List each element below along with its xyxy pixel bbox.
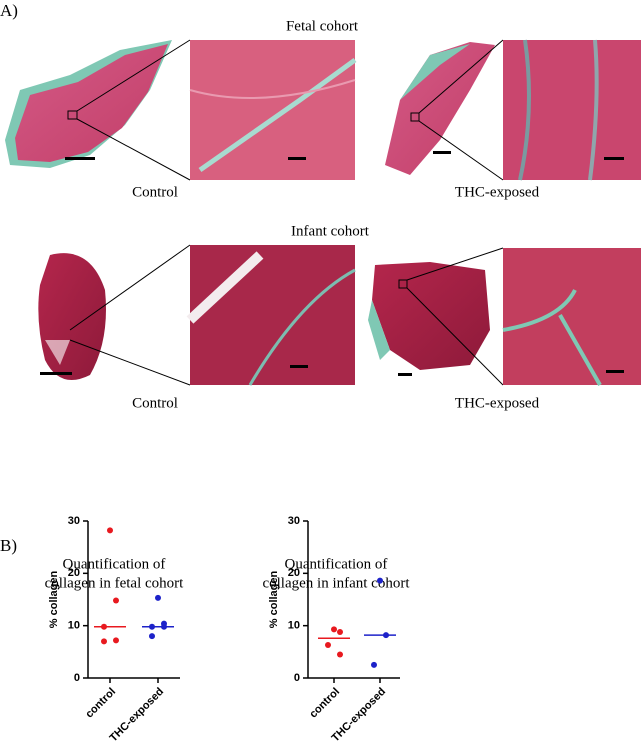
y-tick-label: 20 bbox=[288, 567, 300, 579]
data-point bbox=[113, 637, 119, 644]
micrograph bbox=[38, 244, 356, 386]
micrograph bbox=[5, 39, 357, 181]
y-tick-label: 0 bbox=[294, 672, 300, 684]
micrograph bbox=[385, 39, 641, 181]
y-tick-label: 30 bbox=[288, 515, 300, 527]
data-point bbox=[149, 623, 155, 630]
y-axis-label: % collagen bbox=[268, 570, 280, 628]
y-tick-label: 0 bbox=[74, 672, 80, 684]
caption: THC-exposed bbox=[455, 184, 540, 200]
data-point bbox=[337, 651, 343, 658]
panel-label: A) bbox=[0, 1, 18, 20]
data-point bbox=[155, 594, 161, 601]
data-point bbox=[337, 628, 343, 635]
chart-title: Quantification of bbox=[285, 556, 388, 572]
data-point bbox=[101, 623, 107, 630]
micrograph bbox=[368, 247, 641, 386]
chart-title: collagen in infant cohort bbox=[262, 575, 410, 591]
y-tick-label: 10 bbox=[288, 620, 300, 632]
y-axis-label: % collagen bbox=[48, 570, 60, 628]
caption: Control bbox=[132, 395, 178, 411]
data-point bbox=[383, 632, 389, 639]
x-tick-label: control bbox=[83, 686, 118, 721]
cohort-title: Fetal cohort bbox=[286, 18, 359, 34]
data-point bbox=[149, 633, 155, 640]
caption: THC-exposed bbox=[455, 395, 540, 411]
chart-title: collagen in fetal cohort bbox=[45, 575, 185, 591]
x-tick-label: control bbox=[307, 686, 342, 721]
data-point bbox=[161, 623, 167, 630]
cohort-title: Infant cohort bbox=[291, 223, 370, 239]
data-point bbox=[371, 661, 377, 668]
y-tick-label: 20 bbox=[68, 567, 80, 579]
data-point bbox=[113, 597, 119, 604]
data-point bbox=[331, 626, 337, 633]
data-point bbox=[377, 577, 383, 584]
panel-label: B) bbox=[0, 536, 17, 555]
data-point bbox=[101, 638, 107, 645]
data-point bbox=[107, 527, 113, 534]
y-tick-label: 10 bbox=[68, 620, 80, 632]
caption: Control bbox=[132, 184, 178, 200]
y-tick-label: 30 bbox=[68, 515, 80, 527]
data-point bbox=[325, 642, 331, 649]
